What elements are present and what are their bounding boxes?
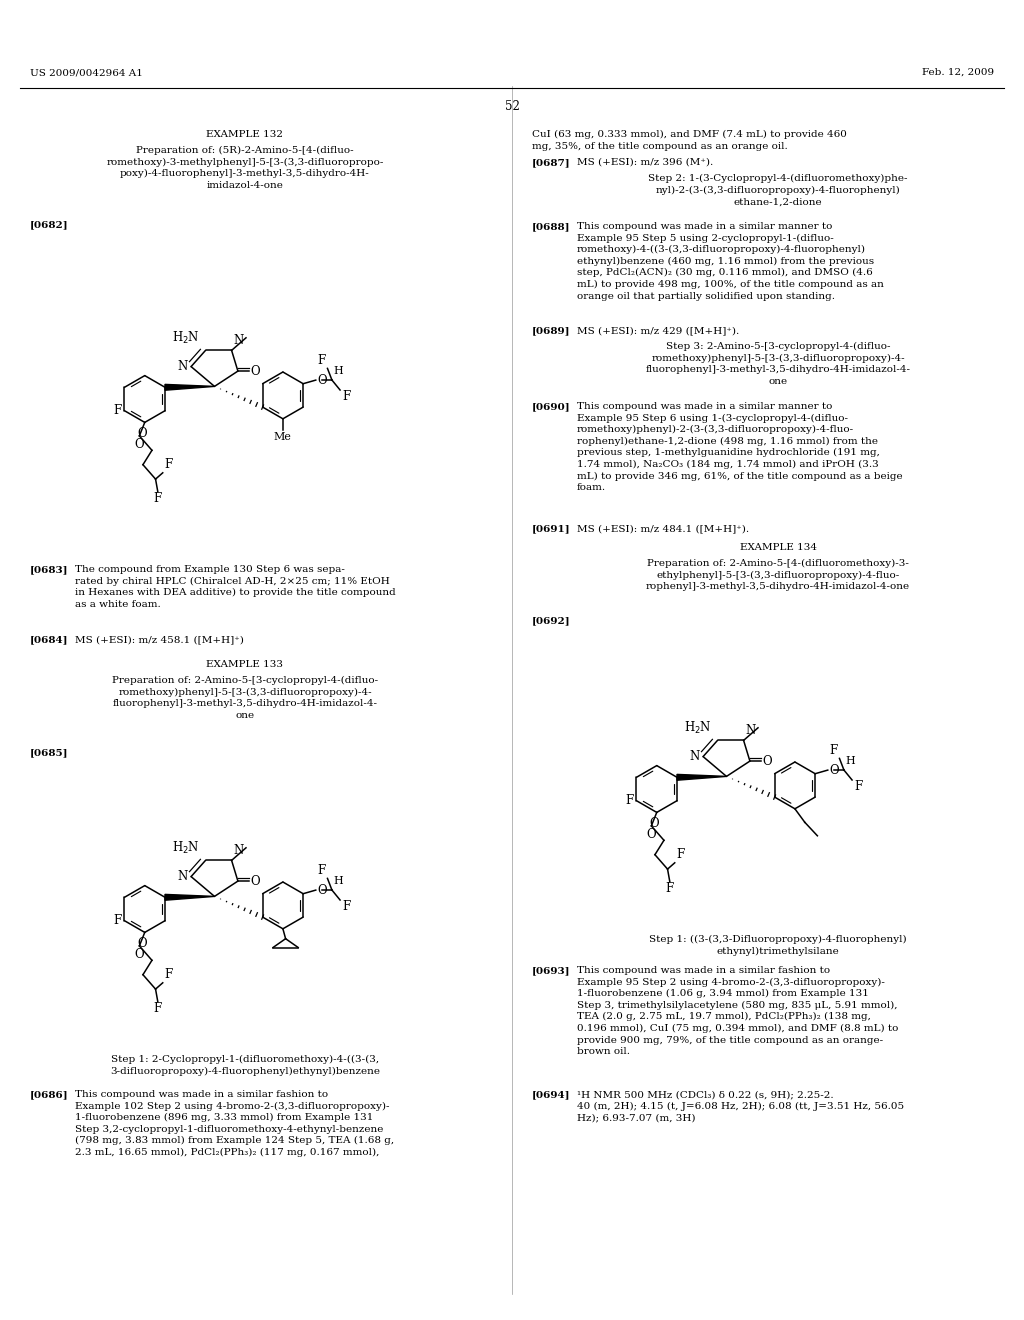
Text: O: O [649,817,659,830]
Text: O: O [137,426,147,440]
Text: [0687]: [0687] [532,158,570,168]
Text: O: O [137,937,147,950]
Text: Step 2: 1-(3-Cyclopropyl-4-(difluoromethoxy)phe-
nyl)-2-(3-(3,3-difluoropropoxy): Step 2: 1-(3-Cyclopropyl-4-(difluorometh… [648,174,907,206]
Text: Preparation of: 2-Amino-5-[4-(difluoromethoxy)-3-
ethylphenyl]-5-[3-(3,3-difluor: Preparation of: 2-Amino-5-[4-(difluorome… [646,558,910,591]
Text: O: O [251,364,260,378]
Text: [0689]: [0689] [532,326,570,335]
Text: [0683]: [0683] [30,565,69,574]
Text: Preparation of: (5R)-2-Amino-5-[4-(difluo-
romethoxy)-3-methylphenyl]-5-[3-(3,3-: Preparation of: (5R)-2-Amino-5-[4-(diflu… [106,147,384,190]
Text: H: H [334,876,343,887]
Text: [0691]: [0691] [532,524,570,533]
Text: O: O [646,828,656,841]
Text: US 2009/0042964 A1: US 2009/0042964 A1 [30,69,143,77]
Text: H: H [334,367,343,376]
Text: Step 1: 2-Cyclopropyl-1-(difluoromethoxy)-4-((3-(3,
3-difluoropropoxy)-4-fluorop: Step 1: 2-Cyclopropyl-1-(difluoromethoxy… [110,1055,380,1076]
Text: F: F [154,492,162,504]
Text: F: F [114,404,122,417]
Text: F: F [829,743,838,756]
Text: O: O [134,438,144,450]
Text: MS (+ESI): m/z 484.1 ([M+H]⁺).: MS (+ESI): m/z 484.1 ([M+H]⁺). [577,524,750,533]
Text: H$_2$N: H$_2$N [172,330,200,346]
Text: F: F [317,863,326,876]
Text: F: F [677,847,685,861]
Text: Feb. 12, 2009: Feb. 12, 2009 [922,69,994,77]
Text: [0690]: [0690] [532,403,570,411]
Text: Step 1: ((3-(3,3-Difluoropropoxy)-4-fluorophenyl)
ethynyl)trimethylsilane: Step 1: ((3-(3,3-Difluoropropoxy)-4-fluo… [649,935,907,956]
Text: F: F [342,389,350,403]
Text: 52: 52 [505,100,519,114]
Polygon shape [677,775,726,780]
Text: F: F [165,458,173,471]
Text: N: N [177,360,187,374]
Text: The compound from Example 130 Step 6 was sepa-
rated by chiral HPLC (Chiralcel A: The compound from Example 130 Step 6 was… [75,565,395,609]
Text: H: H [846,756,855,767]
Text: MS (+ESI): m/z 396 (M⁺).: MS (+ESI): m/z 396 (M⁺). [577,158,714,168]
Text: CuI (63 mg, 0.333 mmol), and DMF (7.4 mL) to provide 460
mg, 35%, of the title c: CuI (63 mg, 0.333 mmol), and DMF (7.4 mL… [532,129,847,150]
Text: Me: Me [274,432,292,442]
Text: H$_2$N: H$_2$N [172,840,200,855]
Text: [0682]: [0682] [30,220,69,228]
Text: [0686]: [0686] [30,1090,69,1100]
Text: [0688]: [0688] [532,222,570,231]
Text: MS (+ESI): m/z 429 ([M+H]⁺).: MS (+ESI): m/z 429 ([M+H]⁺). [577,326,739,335]
Text: F: F [154,1002,162,1015]
Text: F: F [165,968,173,981]
Text: O: O [829,763,840,776]
Text: Step 3: 2-Amino-5-[3-cyclopropyl-4-(difluo-
romethoxy)phenyl]-5-[3-(3,3-difluoro: Step 3: 2-Amino-5-[3-cyclopropyl-4-(difl… [645,342,910,385]
Text: F: F [854,780,862,793]
Text: Preparation of: 2-Amino-5-[3-cyclopropyl-4-(difluo-
romethoxy)phenyl]-5-[3-(3,3-: Preparation of: 2-Amino-5-[3-cyclopropyl… [112,676,378,719]
Text: [0692]: [0692] [532,616,570,624]
Text: O: O [134,948,144,961]
Text: This compound was made in a similar fashion to
Example 102 Step 2 using 4-bromo-: This compound was made in a similar fash… [75,1090,394,1156]
Text: [0684]: [0684] [30,635,69,644]
Text: F: F [666,882,674,895]
Text: N: N [233,334,244,347]
Text: N: N [689,750,699,763]
Polygon shape [165,384,214,391]
Text: F: F [626,795,634,808]
Text: N: N [177,870,187,883]
Text: This compound was made in a similar manner to
Example 95 Step 6 using 1-(3-cyclo: This compound was made in a similar mann… [577,403,902,492]
Text: [0693]: [0693] [532,966,570,975]
Text: O: O [763,755,772,768]
Text: [0685]: [0685] [30,748,69,756]
Text: O: O [317,883,328,896]
Text: This compound was made in a similar manner to
Example 95 Step 5 using 2-cyclopro: This compound was made in a similar mann… [577,222,884,301]
Text: ¹H NMR 500 MHz (CDCl₃) δ 0.22 (s, 9H); 2.25-2.
40 (m, 2H); 4.15 (t, J=6.08 Hz, 2: ¹H NMR 500 MHz (CDCl₃) δ 0.22 (s, 9H); 2… [577,1090,904,1122]
Text: This compound was made in a similar fashion to
Example 95 Step 2 using 4-bromo-2: This compound was made in a similar fash… [577,966,898,1056]
Text: O: O [317,374,328,387]
Text: F: F [317,354,326,367]
Text: N: N [233,843,244,857]
Polygon shape [165,895,214,900]
Text: F: F [342,900,350,913]
Text: N: N [745,723,756,737]
Text: EXAMPLE 132: EXAMPLE 132 [207,129,284,139]
Text: EXAMPLE 134: EXAMPLE 134 [739,543,816,552]
Text: EXAMPLE 133: EXAMPLE 133 [207,660,284,669]
Text: MS (+ESI): m/z 458.1 ([M+H]⁺): MS (+ESI): m/z 458.1 ([M+H]⁺) [75,635,244,644]
Text: [0694]: [0694] [532,1090,570,1100]
Text: H$_2$N: H$_2$N [684,719,712,737]
Text: O: O [251,875,260,887]
Text: F: F [114,915,122,927]
